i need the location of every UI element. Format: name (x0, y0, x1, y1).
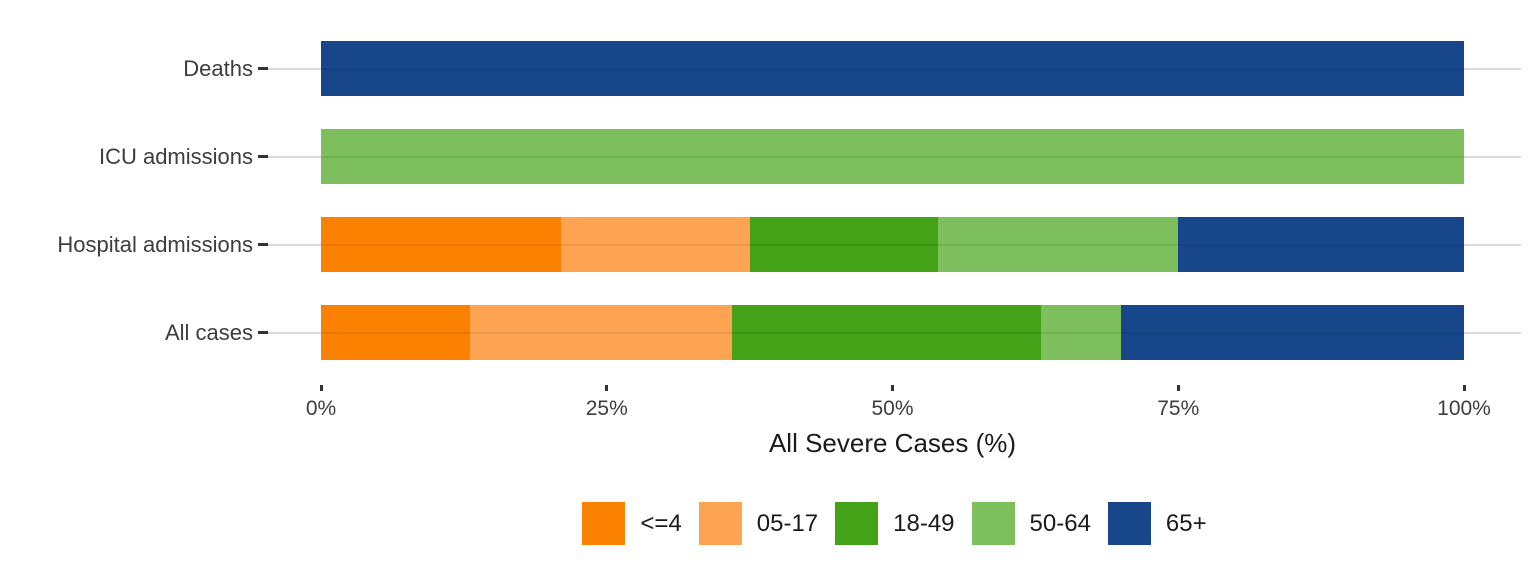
y-axis-tick (258, 155, 268, 158)
bar-segment-5064 (321, 129, 1464, 184)
legend-swatch-1849 (835, 502, 879, 545)
bar-gridline-overlay (321, 67, 1464, 70)
y-axis-category-label: All cases (164, 319, 253, 345)
bar-gridline-overlay (321, 243, 1464, 246)
x-axis-tick (319, 385, 323, 391)
legend-swatch-65+ (1107, 502, 1151, 545)
y-axis-category-label: Deaths (183, 55, 253, 81)
bar-segment-0517 (561, 217, 750, 272)
x-axis-tick-label: 75% (1157, 397, 1200, 420)
y-axis-tick (258, 331, 268, 334)
bar-segment-5064 (938, 217, 1179, 272)
bar-gridline-overlay (321, 155, 1464, 158)
legend-item: 50-64 (971, 502, 1091, 545)
bar-segment-65+ (1178, 217, 1464, 272)
legend-item: 05-17 (698, 502, 819, 545)
bar-segment-1849 (749, 217, 939, 272)
y-axis-tick (258, 243, 268, 246)
bar-segment-65+ (1121, 305, 1464, 360)
legend-label: 65+ (1165, 509, 1207, 537)
bar-gridline-overlay (321, 331, 1464, 334)
legend-label: <=4 (640, 509, 682, 537)
legend-swatch-5064 (971, 502, 1015, 545)
x-axis-tick (1462, 385, 1466, 391)
y-axis-category-label: Hospital admissions (57, 231, 253, 257)
bar-segment-65+ (321, 41, 1464, 96)
bar-segment-4 (321, 305, 470, 360)
x-axis-tick-label: 25% (585, 397, 628, 420)
bar-row (321, 217, 1464, 272)
legend-label: 50-64 (1029, 509, 1091, 537)
bar-segment-4 (321, 217, 562, 272)
legend-item: 65+ (1107, 502, 1207, 545)
legend-label: 18-49 (893, 509, 955, 537)
x-axis-tick-label: 100% (1437, 397, 1491, 420)
y-axis-tick (258, 67, 268, 70)
x-axis-tick-label: 0% (305, 397, 337, 420)
x-axis-tick (891, 385, 894, 391)
legend-label: 05-17 (756, 509, 819, 537)
legend-swatch-0517 (698, 502, 742, 545)
bar-segment-5064 (1041, 305, 1122, 360)
y-axis-category-label: ICU admissions (98, 143, 253, 169)
bar-segment-1849 (732, 305, 1042, 360)
legend-swatch-4 (582, 502, 626, 545)
x-axis-tick (605, 385, 609, 391)
x-axis-tick (1176, 385, 1180, 391)
bar-row (321, 41, 1464, 96)
legend-item: <=4 (582, 502, 682, 545)
bar-row (321, 129, 1464, 184)
x-axis-title: All Severe Cases (%) (768, 428, 1017, 458)
bar-segment-0517 (469, 305, 733, 360)
bar-row (321, 305, 1464, 360)
x-axis-tick-label: 50% (871, 397, 914, 420)
legend: <=4 05-17 18-49 50-64 65+ (268, 502, 1521, 545)
legend-item: 18-49 (835, 502, 955, 545)
